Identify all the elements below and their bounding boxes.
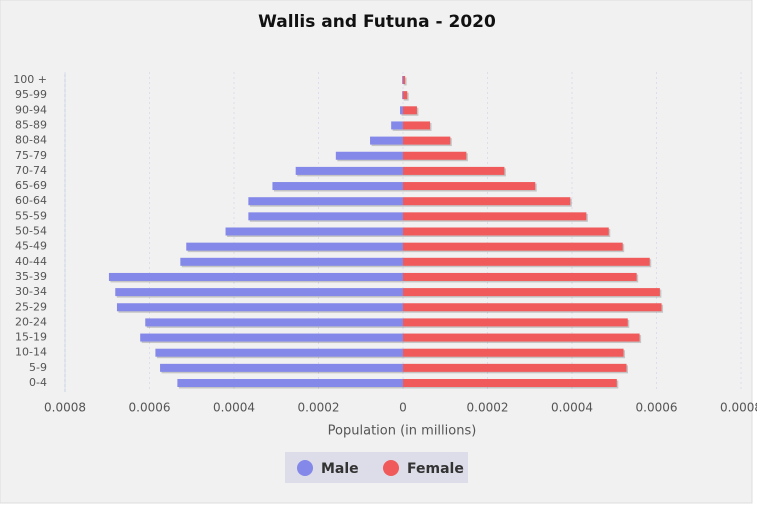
legend-marker[interactable] <box>297 460 313 476</box>
y-tick-label: 65-69 <box>15 179 47 192</box>
bar <box>402 76 403 84</box>
bar <box>370 136 403 145</box>
bar <box>403 227 609 236</box>
bar <box>403 182 536 191</box>
y-tick-label: 75-79 <box>15 149 47 162</box>
y-tick-label: 10-14 <box>15 346 47 359</box>
y-tick-label: 50-54 <box>15 225 47 238</box>
x-tick-label: 0.0008 <box>44 401 86 415</box>
bar <box>391 121 403 130</box>
bar <box>403 151 467 160</box>
bar <box>180 257 403 266</box>
bar <box>145 318 403 327</box>
y-tick-label: 60-64 <box>15 194 47 207</box>
bar <box>403 363 627 372</box>
legend-label[interactable]: Male <box>321 461 359 477</box>
legend-marker[interactable] <box>383 460 399 476</box>
bar <box>403 197 571 206</box>
bar <box>403 121 431 130</box>
bar <box>108 272 403 281</box>
bar <box>403 242 623 251</box>
legend <box>285 452 468 483</box>
bar-shadow <box>404 77 407 86</box>
x-tick-label: 0.0002 <box>467 401 509 415</box>
bar <box>403 303 662 312</box>
bar <box>400 106 403 115</box>
y-tick-label: 5-9 <box>29 361 47 374</box>
bar <box>403 257 650 266</box>
legend-label[interactable]: Female <box>407 461 464 477</box>
y-tick-label: 95-99 <box>15 88 47 101</box>
y-tick-label: 85-89 <box>15 118 47 131</box>
y-tick-label: 70-74 <box>15 164 47 177</box>
bar <box>403 272 637 281</box>
bar <box>272 182 403 191</box>
bar <box>186 242 403 251</box>
bar <box>140 333 403 342</box>
bar <box>116 303 403 312</box>
bar <box>115 288 403 297</box>
bar <box>403 106 417 115</box>
x-tick-label: 0.0004 <box>551 401 593 415</box>
y-tick-label: 0-4 <box>29 376 47 389</box>
y-tick-label: 30-34 <box>15 285 47 298</box>
y-tick-label: 15-19 <box>15 331 47 344</box>
bar <box>295 166 403 175</box>
y-tick-label: 20-24 <box>15 315 47 328</box>
bar <box>403 379 617 387</box>
bar <box>402 91 403 100</box>
bar <box>160 363 403 372</box>
bar <box>403 136 451 145</box>
bar <box>403 76 406 84</box>
x-tick-label: 0.0002 <box>298 401 340 415</box>
bar <box>403 333 640 342</box>
bar <box>403 91 408 100</box>
y-tick-label: 80-84 <box>15 134 47 147</box>
bar <box>403 166 505 175</box>
y-tick-label: 45-49 <box>15 240 47 253</box>
y-tick-label: 55-59 <box>15 209 47 222</box>
bar <box>403 348 624 357</box>
bar <box>248 212 403 221</box>
bar <box>403 288 660 297</box>
bar <box>225 227 403 236</box>
x-axis-title: Population (in millions) <box>328 424 477 439</box>
x-tick-label: 0.0006 <box>636 401 678 415</box>
x-tick-label: 0 <box>399 401 407 415</box>
bar <box>403 318 628 327</box>
bar <box>177 379 403 387</box>
y-tick-label: 40-44 <box>15 255 47 268</box>
y-tick-label: 25-29 <box>15 300 47 313</box>
chart-title: Wallis and Futuna - 2020 <box>258 12 496 32</box>
y-tick-label: 90-94 <box>15 103 47 116</box>
x-tick-label: 0.0006 <box>129 401 171 415</box>
bar <box>403 212 587 221</box>
bar <box>248 197 403 206</box>
y-tick-label: 100 + <box>13 73 47 86</box>
bar <box>155 348 403 357</box>
bar <box>335 151 403 160</box>
x-tick-label: 0.0004 <box>213 401 255 415</box>
y-tick-label: 35-39 <box>15 270 47 283</box>
x-tick-label: 0.0008 <box>720 401 757 415</box>
